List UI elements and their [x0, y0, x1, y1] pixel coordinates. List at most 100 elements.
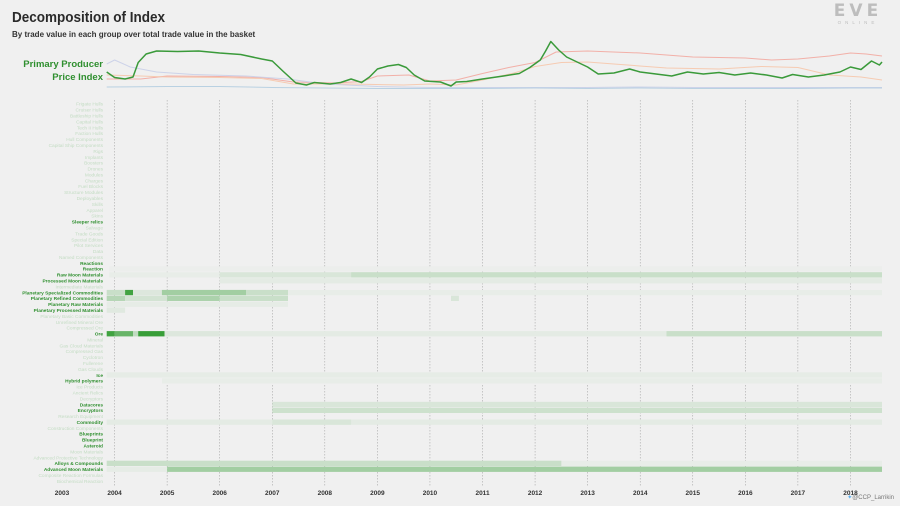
- x-tick-label: 2011: [475, 490, 489, 497]
- row-label: Salvage: [86, 226, 104, 232]
- x-tick-label: 2014: [633, 490, 648, 497]
- x-tick-label: 2012: [528, 490, 543, 497]
- heatmap-cell: [219, 278, 882, 284]
- row-label: Trade Goods: [75, 231, 103, 237]
- x-tick-label: 2010: [423, 490, 438, 497]
- author-credit[interactable]: ✦@CCP_Larrikin: [847, 494, 894, 501]
- row-label: Planetary Refined Commodities: [31, 296, 104, 302]
- heatmap-cell: [114, 331, 133, 337]
- heatmap-cell: [125, 295, 168, 301]
- heatmap-cell: [109, 266, 883, 272]
- component-line: [106, 50, 883, 84]
- x-tick-label: 2017: [791, 490, 806, 497]
- row-label: Gas Clouds: [78, 367, 104, 373]
- heatmap-cell: [106, 289, 126, 296]
- heatmap-cell: [164, 331, 220, 337]
- heatmap-cell: [666, 331, 882, 337]
- component-line: [106, 61, 883, 86]
- row-label: Ice: [96, 373, 103, 379]
- heatmap-cell: [106, 301, 288, 307]
- logo-tagline: ONLINE: [837, 20, 879, 25]
- row-label: Charges: [85, 178, 104, 184]
- row-label: Capital Hulls: [76, 119, 104, 125]
- heatmap-cell: [161, 378, 882, 384]
- x-tick-label: 2018: [843, 490, 858, 497]
- row-label: Fullerene: [83, 361, 103, 367]
- row-label: Planetary Raw Materials: [48, 302, 103, 308]
- chart-title: Decomposition of Index: [12, 9, 166, 26]
- row-label: Commodity: [77, 420, 104, 426]
- row-label: Capital Ship Components: [49, 143, 104, 149]
- row-label: Advanced Protective Technology: [33, 455, 103, 461]
- twitter-icon: ✦: [847, 495, 853, 501]
- row-label: Intermediate Materials: [56, 284, 104, 290]
- row-label: Hybrid polymers: [65, 379, 103, 385]
- heatmap-cells: [106, 266, 883, 472]
- row-label: Faction Hulls: [75, 131, 103, 137]
- x-tick-label: 2007: [265, 490, 280, 497]
- heatmap-cell: [246, 289, 289, 296]
- row-label: Advanced Moon Materials: [44, 467, 104, 473]
- row-label: Planetary Specialized Commodities: [22, 290, 103, 296]
- row-label: Fuel Blocks: [78, 184, 103, 190]
- row-label: Compressed Ore: [66, 326, 103, 332]
- heatmap-cell: [106, 466, 168, 472]
- author-handle: @CCP_Larrikin: [852, 495, 894, 501]
- index-label-line: Primary Producer: [23, 59, 103, 70]
- row-label: Datacores: [80, 402, 104, 408]
- row-label: Drones: [88, 167, 104, 173]
- heatmap-cell: [167, 295, 220, 301]
- row-label: Reaction: [83, 267, 103, 273]
- row-label: Biochemical Reaction: [57, 479, 103, 485]
- row-label: Mineral: [87, 337, 103, 343]
- logo-wordmark: EVE: [833, 1, 883, 21]
- x-tick-label: 2013: [580, 490, 595, 497]
- heatmap-cell: [106, 372, 882, 378]
- x-tick-label: 2016: [738, 490, 753, 497]
- component-line: [106, 59, 882, 88]
- x-tick-label: 2006: [212, 490, 227, 497]
- row-label: Composite Reaction Formulas: [38, 473, 103, 479]
- row-label: Skills: [92, 202, 104, 208]
- heatmap-cell: [125, 289, 133, 296]
- heatmap-cell: [272, 419, 352, 425]
- heatmap-cell: [109, 272, 220, 278]
- heatmap-cell: [106, 460, 562, 466]
- row-label: Modules: [85, 173, 104, 179]
- chart-subtitle: By trade value in each group over total …: [12, 30, 256, 39]
- row-label: Blueprint: [82, 438, 103, 444]
- row-label: Named Components: [59, 255, 104, 261]
- row-label: Reactions: [80, 261, 103, 267]
- row-label: Sleeper relics: [72, 220, 104, 226]
- x-tick-label: 2005: [160, 490, 175, 497]
- heatmap-cell: [106, 295, 126, 301]
- row-label: Cruiser Hulls: [76, 108, 104, 114]
- row-label: Rigs: [93, 149, 103, 155]
- row-label: Raw Moon Materials: [57, 273, 103, 279]
- index-line-chart: Primary Producer Price Index: [23, 40, 883, 89]
- heatmap-cell: [106, 331, 115, 337]
- row-label: Deployables: [77, 196, 104, 202]
- heatmap-cell: [451, 295, 459, 301]
- index-line: [106, 40, 883, 87]
- row-label: Structure Modules: [64, 190, 104, 196]
- eve-online-logo: EVE ONLINE: [826, 2, 890, 26]
- row-label: Gas Cloud Materials: [60, 343, 104, 349]
- row-label: Tech II Hulls: [77, 125, 104, 131]
- index-label-line: Price Index: [52, 72, 103, 83]
- row-label: Moon Materials: [70, 449, 103, 455]
- heatmap-cell: [351, 272, 883, 278]
- row-label: Boosters: [84, 161, 104, 167]
- row-label: Research Equipment: [58, 414, 103, 420]
- row-label: Construction Components: [48, 426, 104, 432]
- heatmap-cell: [133, 289, 162, 296]
- row-label: Implants: [85, 155, 104, 161]
- x-tick-label: 2015: [686, 490, 701, 497]
- row-label: Ore: [95, 332, 104, 338]
- row-label: Ancient Relics: [73, 391, 104, 397]
- x-tick-label: 2008: [318, 490, 333, 497]
- heatmap-cell: [219, 295, 288, 301]
- row-label: Hull Components: [66, 137, 103, 143]
- heatmap-cell: [272, 401, 882, 408]
